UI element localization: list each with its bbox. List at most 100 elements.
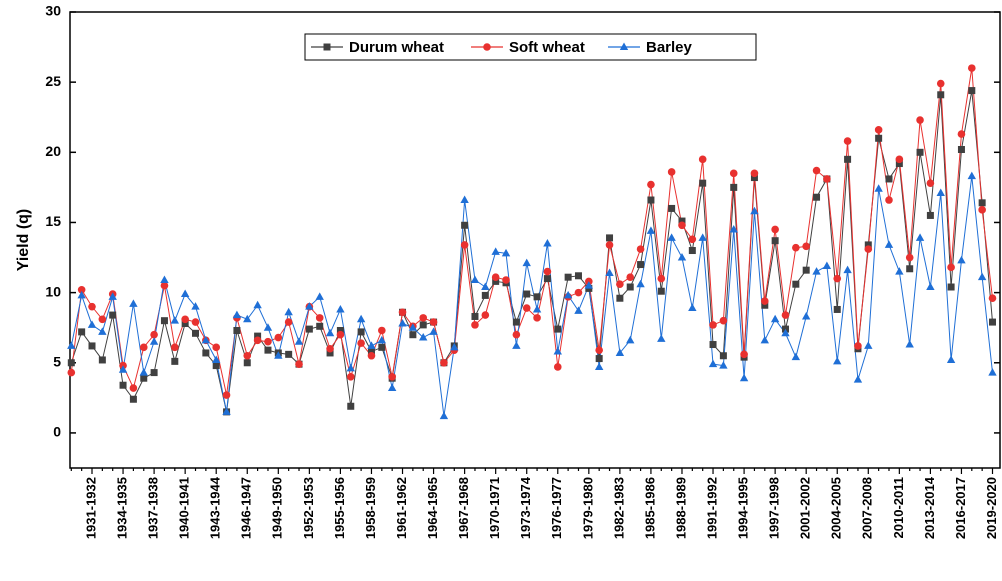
marker — [595, 355, 603, 363]
series-line — [70, 90, 993, 412]
marker — [574, 272, 582, 280]
marker — [667, 168, 676, 176]
x-tick-label: 1991-1992 — [704, 477, 719, 539]
marker — [378, 343, 386, 351]
marker — [688, 303, 697, 312]
marker — [367, 351, 376, 360]
marker — [171, 343, 179, 352]
marker — [119, 381, 127, 389]
marker — [833, 305, 841, 313]
y-tick-label: 30 — [45, 3, 61, 19]
marker — [481, 282, 490, 291]
marker — [719, 361, 728, 369]
marker — [243, 351, 252, 360]
marker — [802, 242, 810, 251]
marker — [77, 290, 86, 299]
x-tick-label: 1937-1938 — [146, 477, 161, 539]
marker — [646, 226, 656, 234]
marker — [212, 355, 221, 363]
marker — [212, 343, 221, 352]
marker — [295, 360, 303, 368]
x-tick-label: 1955-1956 — [332, 477, 347, 539]
marker — [844, 155, 852, 163]
marker — [502, 276, 510, 284]
y-tick-label: 0 — [53, 424, 61, 440]
marker — [885, 175, 893, 183]
marker — [254, 332, 262, 340]
marker — [771, 237, 779, 245]
marker — [191, 318, 200, 326]
marker — [915, 233, 925, 241]
marker — [357, 339, 365, 347]
marker — [522, 304, 531, 312]
x-tick-label: 2001-2002 — [798, 477, 813, 539]
x-tick-label: 2016-2017 — [953, 477, 968, 539]
marker — [78, 328, 86, 336]
marker — [181, 315, 189, 324]
marker — [719, 316, 728, 325]
marker — [356, 314, 366, 323]
marker — [781, 311, 790, 319]
marker — [491, 247, 500, 255]
marker — [533, 314, 541, 322]
marker — [739, 373, 749, 382]
marker — [822, 261, 832, 269]
marker — [284, 318, 293, 326]
marker — [626, 283, 634, 291]
marker — [936, 188, 945, 196]
marker — [118, 365, 128, 373]
marker — [553, 347, 562, 355]
marker — [222, 407, 231, 415]
marker — [323, 43, 331, 51]
marker — [936, 79, 945, 88]
marker — [916, 148, 924, 156]
marker — [699, 179, 707, 187]
marker — [387, 383, 397, 392]
marker — [67, 368, 76, 377]
marker — [708, 359, 718, 368]
x-tick-label: 1931-1932 — [83, 477, 98, 539]
marker — [606, 234, 614, 242]
marker — [926, 282, 935, 291]
marker — [553, 363, 562, 371]
marker — [377, 335, 387, 344]
marker — [150, 330, 158, 339]
marker — [750, 169, 759, 178]
x-tick-label: 2004-2005 — [829, 477, 844, 539]
marker — [615, 348, 625, 356]
marker — [460, 195, 469, 204]
marker — [77, 286, 86, 294]
marker — [129, 299, 138, 307]
marker — [109, 311, 117, 319]
marker — [160, 317, 168, 325]
marker — [813, 193, 821, 201]
x-tick-label: 1994-1995 — [736, 477, 751, 539]
marker — [346, 363, 355, 372]
marker — [398, 318, 407, 327]
marker — [626, 273, 635, 281]
marker — [594, 362, 604, 370]
marker — [439, 411, 449, 420]
marker — [398, 308, 407, 317]
marker — [792, 243, 800, 252]
marker — [957, 255, 966, 264]
marker — [419, 314, 428, 322]
marker — [481, 311, 490, 319]
marker — [729, 224, 738, 233]
marker — [843, 265, 852, 274]
marker — [316, 322, 324, 330]
x-tick-label: 1934-1935 — [114, 477, 129, 539]
marker — [129, 384, 138, 392]
marker — [678, 217, 686, 225]
marker — [139, 368, 148, 376]
marker — [636, 245, 645, 253]
x-tick-label: 1973-1974 — [518, 476, 533, 539]
marker — [88, 342, 96, 350]
marker — [285, 350, 293, 358]
marker — [564, 273, 572, 281]
marker — [543, 239, 552, 247]
marker — [770, 314, 780, 323]
marker — [636, 279, 645, 288]
marker — [678, 221, 686, 230]
marker — [160, 281, 169, 290]
